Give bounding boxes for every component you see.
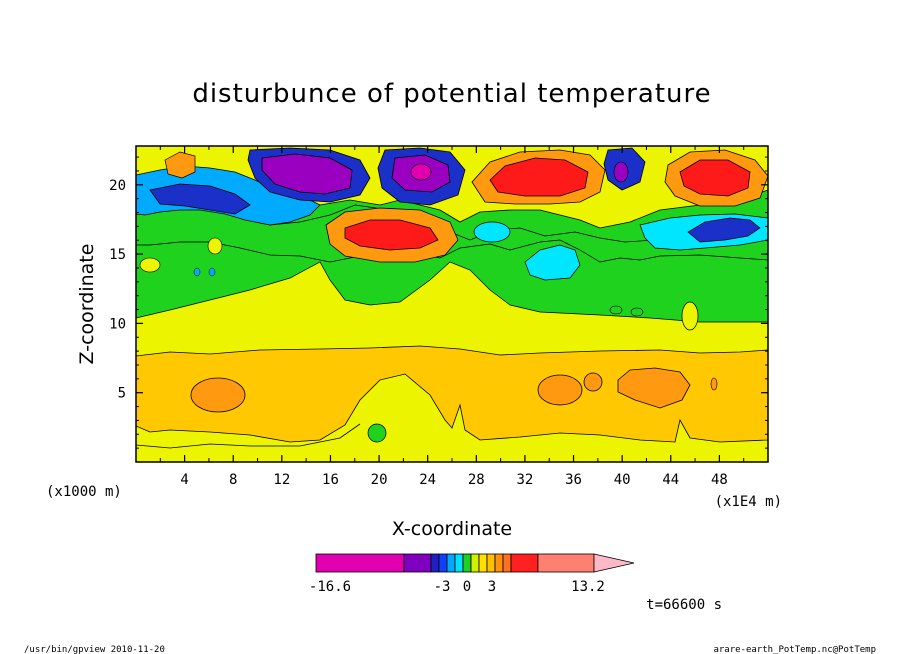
magenta-core-2 [410, 163, 432, 181]
warm-cell-left [190, 377, 246, 413]
colorbar-segment [494, 553, 504, 573]
contour-lower [136, 423, 361, 449]
x-axis: 4 8 12 16 20 24 28 32 36 40 44 48 [159, 146, 745, 488]
warm-cell-mid [537, 374, 583, 406]
colorbar-segment [462, 553, 472, 573]
cyan-blob-mid-a [473, 221, 511, 243]
time-label: t=66600 s [646, 597, 722, 613]
colorbar-segment [438, 553, 448, 573]
colorbar-segment [510, 553, 539, 573]
cyan-spot-b [208, 267, 216, 277]
x-axis-label: X-coordinate [392, 518, 512, 540]
green-blob-a [609, 305, 623, 315]
green-cell-low [367, 423, 387, 443]
x-units-left: (x1000 m) [46, 484, 122, 500]
green-blob-b [630, 307, 644, 317]
x-units-right: (x1E4 m) [715, 494, 782, 510]
warm-cell-top-left [164, 151, 196, 179]
cold-cell-right [687, 217, 761, 243]
green-strip-upper [136, 197, 768, 263]
warm-cell-right [617, 367, 691, 409]
footer-right: arare-earth_PotTemp.nc@PotTemp [713, 645, 876, 654]
x-tick-label: 16 [322, 472, 339, 488]
colorbar-segment [454, 553, 464, 573]
cold-cell-left [149, 183, 251, 215]
x-tick-label: 24 [419, 472, 436, 488]
purple-cell-1-core [261, 153, 353, 195]
y-tick-label: 10 [109, 316, 126, 332]
colorbar-label: -16.6 [309, 579, 351, 595]
x-tick-label: 44 [662, 472, 679, 488]
purple-cell-3-core [613, 161, 629, 183]
colorbar-segment [478, 553, 488, 573]
colorbar [315, 553, 635, 573]
chart-title: disturbunce of potential temperature [192, 79, 711, 109]
colorbar-segment [315, 553, 405, 573]
colorbar-segment [430, 553, 440, 573]
green-blob-right [681, 301, 699, 331]
colorbar-label: -3 [434, 579, 451, 595]
colorbar-segment [502, 553, 512, 573]
colorbar-label: 3 [488, 579, 496, 595]
warm-cell-small [583, 372, 603, 392]
red-cell-top-1 [344, 219, 439, 251]
x-tick-label: 4 [180, 472, 188, 488]
colorbar-label: 0 [463, 579, 471, 595]
y-tick-label: 20 [109, 178, 126, 194]
colorbar-segment [486, 553, 496, 573]
x-tick-label: 48 [711, 472, 728, 488]
y-axis-label: Z-coordinate [76, 244, 98, 365]
cyan-blob-mid-b [524, 244, 581, 281]
x-tick-label: 12 [273, 472, 290, 488]
x-tick-label: 40 [614, 472, 631, 488]
colorbar-segment [403, 553, 432, 573]
colorbar-arrow [593, 553, 635, 573]
x-tick-label: 32 [516, 472, 533, 488]
colorbar-segment [446, 553, 456, 573]
x-tick-label: 28 [468, 472, 485, 488]
y-tick-label: 15 [109, 247, 126, 263]
y-tick-label: 5 [118, 386, 126, 402]
yellow-spot-b [139, 257, 161, 273]
red-cell-top-2 [489, 157, 589, 197]
red-cell-top-3 [679, 159, 751, 197]
x-tick-label: 36 [565, 472, 582, 488]
colorbar-labels: -16.6 -3 0 3 13.2 [309, 579, 605, 595]
y-axis: 5 10 15 20 [109, 156, 768, 449]
band-light-orange [136, 345, 768, 443]
plot-area [136, 146, 768, 462]
colorbar-segment [537, 553, 595, 573]
colorbar-segment [470, 553, 480, 573]
cyan-spot-a [193, 267, 201, 277]
x-tick-label: 8 [229, 472, 237, 488]
footer-left: /usr/bin/gpview 2010-11-20 [24, 645, 165, 654]
warm-cell-dot [710, 377, 718, 391]
x-tick-label: 20 [371, 472, 388, 488]
colorbar-label: 13.2 [571, 579, 605, 595]
yellow-spot-a [207, 237, 223, 255]
